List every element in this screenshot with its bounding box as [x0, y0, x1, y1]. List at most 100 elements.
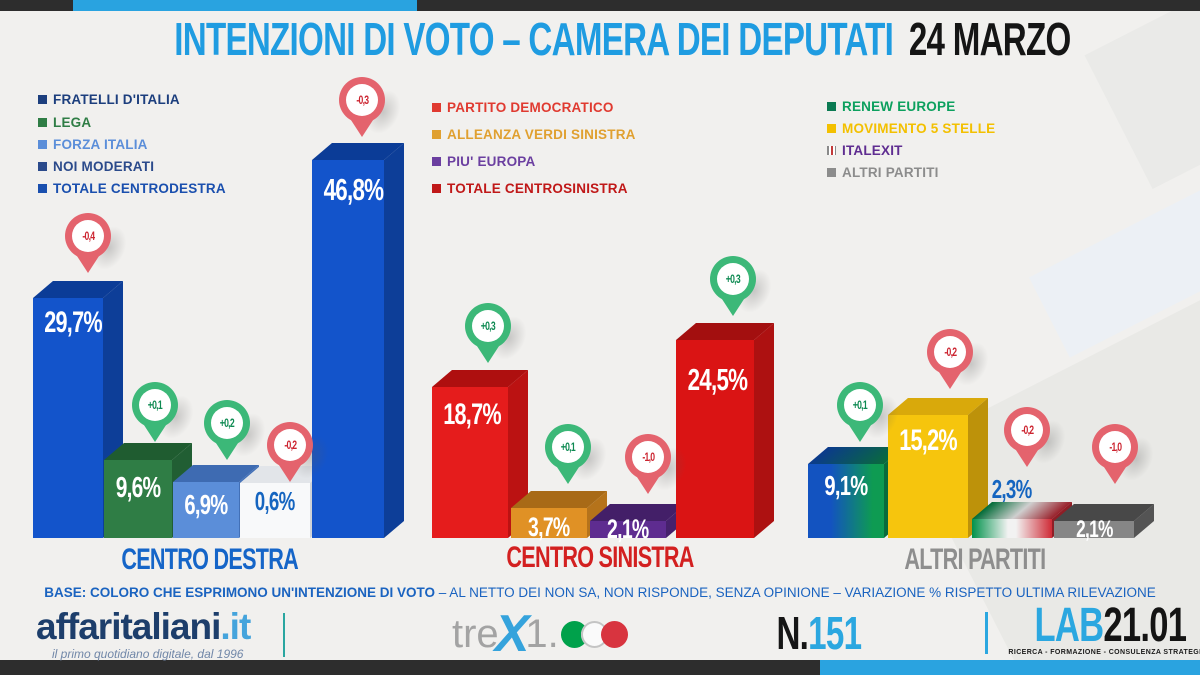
pin-head: -0,2 [927, 329, 973, 375]
lab2101-logo: LAB21.01 RICERCA - FORMAZIONE - CONSULEN… [1005, 602, 1200, 657]
legend-item-piu-europa: PIU' EUROPA [432, 154, 535, 169]
legend-label: RENEW EUROPE [842, 99, 956, 114]
legend-marker [38, 118, 47, 127]
bar-front-face [808, 464, 884, 538]
bar-front-face [33, 298, 103, 538]
legend-item-totale-centrodestra: TOTALE CENTRODESTRA [38, 181, 226, 196]
pin-head: +0,3 [710, 256, 756, 302]
delta-value: +0,2 [219, 416, 235, 430]
value-altri-partiti: 2,1% [1075, 516, 1113, 543]
issue-value: 151 [808, 607, 862, 659]
value-piu-europa: 2,1% [607, 514, 649, 544]
lab-tagline: RICERCA - FORMAZIONE - CONSULENZA STRATE… [1008, 649, 1200, 657]
bottom-bar [0, 660, 820, 675]
affaritaliani-logo: affaritaliani.it il primo quotidiano dig… [36, 606, 251, 661]
legend-label: ITALEXIT [842, 143, 903, 158]
legend-marker [38, 184, 47, 193]
legend-marker [38, 95, 47, 104]
trex1000-logo: tre X 1. [452, 608, 628, 660]
legend-marker [827, 124, 836, 133]
affaritaliani-name: affaritaliani [36, 606, 221, 647]
delta-pin-forza-italia: +0,2 [204, 400, 250, 462]
delta-value: -1,0 [1108, 440, 1122, 454]
base-note: BASE: COLORO CHE ESPRIMONO UN'INTENZIONE… [0, 585, 1200, 600]
legend-label: NOI MODERATI [53, 159, 155, 174]
bar-front-face [511, 508, 587, 538]
delta-pin-partito-democratico: +0,3 [465, 303, 511, 365]
bar-side-face [754, 322, 774, 538]
value-italexit: 2,3% [992, 474, 1033, 504]
base-note-rest: – AL NETTO DEI NON SA, NON RISPONDE, SEN… [435, 585, 1156, 600]
legend-item-totale-centrosinistra: TOTALE CENTROSINISTRA [432, 181, 628, 196]
legend-item-fratelli-ditalia: FRATELLI D'ITALIA [38, 92, 180, 107]
bar-partito-democratico [432, 369, 528, 538]
legend-marker [38, 140, 47, 149]
bar-totale-centrodestra [312, 142, 404, 538]
bar-italexit [972, 501, 1072, 538]
affaritaliani-tld: .it [220, 606, 251, 647]
lab-name: LAB [1034, 599, 1105, 652]
pin-head: +0,2 [204, 400, 250, 446]
bar-renew-europe [808, 446, 904, 538]
delta-value: -1,0 [641, 450, 655, 464]
value-partito-democratico: 18,7% [443, 398, 501, 431]
legend-label: LEGA [53, 115, 92, 130]
legend-label: FRATELLI D'ITALIA [53, 92, 180, 107]
divider-teal [283, 613, 285, 657]
bar-front-face [173, 482, 239, 538]
legend-item-partito-democratico: PARTITO DEMOCRATICO [432, 100, 614, 115]
pin-head: -0,2 [267, 422, 313, 468]
group-label-altri-partiti: ALTRI PARTITI [904, 543, 1046, 576]
delta-value: +0,1 [147, 398, 163, 412]
bar-lega [104, 442, 192, 538]
legend-marker [432, 103, 441, 112]
trex-prefix: tre [452, 611, 499, 656]
bar-front-face [1054, 521, 1134, 538]
legend-label: PARTITO DEMOCRATICO [447, 100, 614, 115]
legend-label: PIU' EUROPA [447, 154, 536, 169]
bar-forza-italia [173, 464, 259, 538]
legend-marker [38, 162, 47, 171]
delta-pin-renew-europe: +0,1 [837, 382, 883, 444]
delta-pin-lega: +0,1 [132, 382, 178, 444]
pin-head: -1,0 [1092, 424, 1138, 470]
bar-front-face [312, 160, 384, 538]
bar-front-face [104, 460, 172, 538]
legend-item-italexit: ITALEXIT [827, 143, 903, 158]
value-alleanza-verdi-sinistra: 3,7% [528, 512, 570, 542]
title-main: INTENZIONI DI VOTO – CAMERA DEI DEPUTATI [174, 13, 894, 65]
bar-noi-moderati [240, 465, 330, 538]
delta-pin-italexit: -0,2 [1004, 407, 1050, 469]
bar-piu-europa [590, 503, 686, 538]
pin-head: +0,3 [465, 303, 511, 349]
delta-pin-totale-centrosinistra: +0,3 [710, 256, 756, 318]
legend-label: ALLEANZA VERDI SINISTRA [447, 127, 636, 142]
bar-front-face [676, 340, 754, 538]
delta-value: -0,3 [355, 93, 369, 107]
bar-front-face [888, 415, 968, 538]
delta-pin-movimento-5-stelle: -0,2 [927, 329, 973, 391]
legend-label: ALTRI PARTITI [842, 165, 939, 180]
pin-head: -0,3 [339, 77, 385, 123]
delta-value: -0,2 [943, 345, 957, 359]
group-label-centro-destra: CENTRO DESTRA [121, 543, 299, 576]
bar-alleanza-verdi-sinistra [511, 490, 607, 538]
delta-pin-alleanza-verdi-sinistra: +0,1 [545, 424, 591, 486]
trex-one: 1. [525, 611, 559, 656]
delta-value: +0,1 [560, 440, 576, 454]
value-forza-italia: 6,9% [184, 489, 228, 520]
delta-pin-altri-partiti: -1,0 [1092, 424, 1138, 486]
bar-front-face [432, 387, 508, 538]
legend-label: TOTALE CENTRODESTRA [53, 181, 226, 196]
legend-marker [827, 168, 836, 177]
legend-marker [432, 157, 441, 166]
delta-value: +0,3 [480, 319, 496, 333]
pin-head: +0,1 [545, 424, 591, 470]
issue-n: N. [776, 607, 809, 659]
delta-value: +0,3 [725, 272, 741, 286]
value-lega: 9,6% [115, 472, 161, 504]
trex-ring-red [600, 620, 628, 648]
delta-pin-totale-centrodestra: -0,3 [339, 77, 385, 139]
legend-label: MOVIMENTO 5 STELLE [842, 121, 996, 136]
